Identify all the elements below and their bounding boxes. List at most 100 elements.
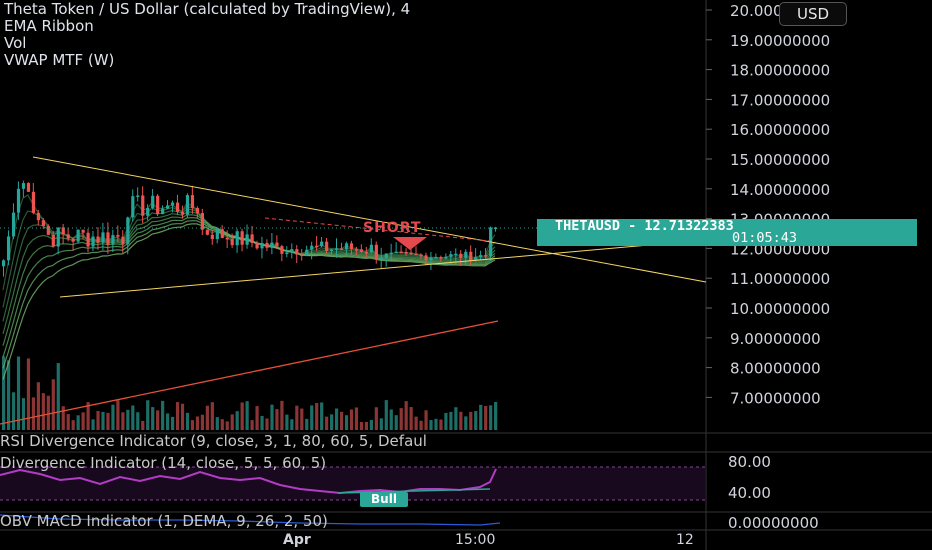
candle-body (414, 253, 418, 256)
volume-bar (175, 402, 180, 430)
volume-bar (106, 412, 110, 430)
volume-bar (275, 409, 279, 430)
candle-body (111, 235, 115, 245)
volume-bar (260, 415, 264, 430)
volume-bar (81, 412, 85, 430)
price-tick-label: 17.00000000 (730, 91, 830, 109)
volume-bar (409, 407, 413, 430)
div-axis-label-40: 40.00 (728, 484, 771, 502)
candle-body (31, 191, 36, 213)
volume-bar (26, 358, 31, 430)
candle-body (225, 237, 229, 240)
volume-bar (235, 411, 239, 430)
volume-bar (220, 419, 224, 430)
volume-bar (190, 420, 195, 430)
volume-bar (156, 410, 160, 430)
volume-bar (146, 400, 150, 430)
candle-body (325, 241, 329, 252)
volume-bar (31, 397, 36, 430)
candle-body (399, 251, 403, 254)
candle-body (96, 236, 100, 243)
candle-body (136, 195, 140, 197)
volume-bar (141, 420, 145, 430)
volume-bar (434, 418, 438, 430)
candle-body (66, 234, 70, 239)
volume-bar (151, 407, 155, 430)
volume-bar (180, 403, 185, 430)
candle-body (285, 252, 289, 255)
volume-bar (205, 405, 209, 430)
legend-indicator-vol[interactable]: Vol (4, 34, 27, 52)
candle-body (2, 260, 6, 267)
candle-body (424, 255, 428, 261)
volume-bar (131, 405, 135, 430)
candle-body (101, 232, 105, 243)
candle-body (275, 242, 279, 247)
rsi-pane-title[interactable]: RSI Divergence Indicator (9, close, 3, 1… (0, 432, 427, 450)
volume-bar (469, 411, 473, 430)
legend-indicator-vwap[interactable]: VWAP MTF (W) (4, 51, 115, 69)
volume-bar (354, 407, 359, 430)
volume-bar (295, 405, 299, 430)
candle-body (210, 234, 214, 240)
candle-body (404, 252, 408, 254)
obv-pane-title[interactable]: OBV MACD Indicator (1, DEMA, 9, 26, 2, 5… (0, 512, 328, 530)
candle-body (364, 251, 369, 254)
candle-body (429, 257, 433, 261)
volume-bar (454, 407, 458, 430)
volume-bar (494, 402, 498, 430)
candle-body (230, 239, 234, 246)
candle-body (270, 242, 274, 248)
volume-bar (161, 400, 165, 430)
candle-body (315, 245, 319, 248)
volume-bar (255, 406, 259, 430)
chart-legend: Theta Token / US Dollar (calculated by T… (4, 0, 411, 69)
volume-bar (41, 393, 45, 430)
candle-body (359, 249, 364, 252)
volume-bar (195, 416, 200, 430)
candle-body (220, 229, 224, 238)
candle-body (41, 220, 45, 226)
last-price-tag: THETAUSD - 12.71322383 01:05:43 (537, 219, 917, 246)
volume-bar (429, 420, 433, 430)
short-label: SHORT (363, 220, 422, 236)
price-tick-label: 14.00000000 (730, 181, 830, 199)
candle-body (339, 248, 344, 250)
candle-body (379, 257, 383, 260)
volume-bar (170, 416, 175, 430)
price-axis[interactable]: 20.0000000019.0000000018.0000000017.0000… (706, 2, 830, 407)
time-label-12: 12 (676, 532, 694, 548)
currency-button[interactable]: USD (779, 2, 847, 26)
lower-trendline[interactable] (59, 239, 707, 298)
candle-body (260, 242, 264, 249)
volume-bar (270, 404, 274, 430)
legend-indicator-ema-ribbon[interactable]: EMA Ribbon (4, 17, 94, 35)
candle-body (185, 195, 190, 215)
vwap-line (0, 320, 499, 425)
volume-bar (449, 411, 453, 430)
divergence-pane-title[interactable]: Divergence Indicator (14, close, 5, 5, 6… (0, 454, 327, 472)
candle-body (71, 238, 75, 242)
ema-ribbon (2, 194, 496, 380)
candle-body (494, 227, 498, 230)
bull-label: Bull (360, 492, 408, 507)
volume-bar (305, 418, 309, 430)
volume-bar (424, 410, 428, 430)
volume-bar (384, 400, 388, 430)
volume-bar (111, 404, 115, 430)
ema-ribbon-line (2, 223, 496, 380)
candle-body (36, 212, 40, 221)
div-axis-label-80: 80.00 (728, 453, 771, 471)
upper-trendline[interactable] (32, 156, 707, 283)
volume-bar (51, 379, 55, 430)
candle-body (255, 242, 259, 249)
volume-bar (439, 419, 443, 430)
candle-body (76, 229, 80, 242)
volume-bar (344, 415, 349, 430)
price-tick-label: 18.00000000 (730, 62, 830, 80)
volume-bar (225, 421, 229, 430)
volume-bar (320, 402, 324, 430)
candle-body (265, 242, 269, 248)
symbol-title[interactable]: Theta Token / US Dollar (calculated by T… (4, 0, 411, 18)
